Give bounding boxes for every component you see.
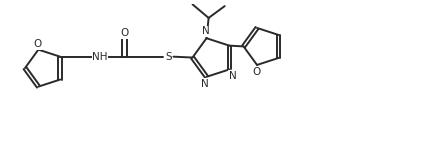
Text: N: N	[201, 79, 208, 89]
Text: O: O	[33, 39, 42, 49]
Text: N: N	[202, 26, 210, 36]
Text: O: O	[252, 67, 260, 77]
Text: O: O	[120, 28, 128, 38]
Text: N: N	[229, 71, 237, 81]
Text: NH: NH	[92, 52, 107, 62]
Text: S: S	[165, 52, 172, 62]
